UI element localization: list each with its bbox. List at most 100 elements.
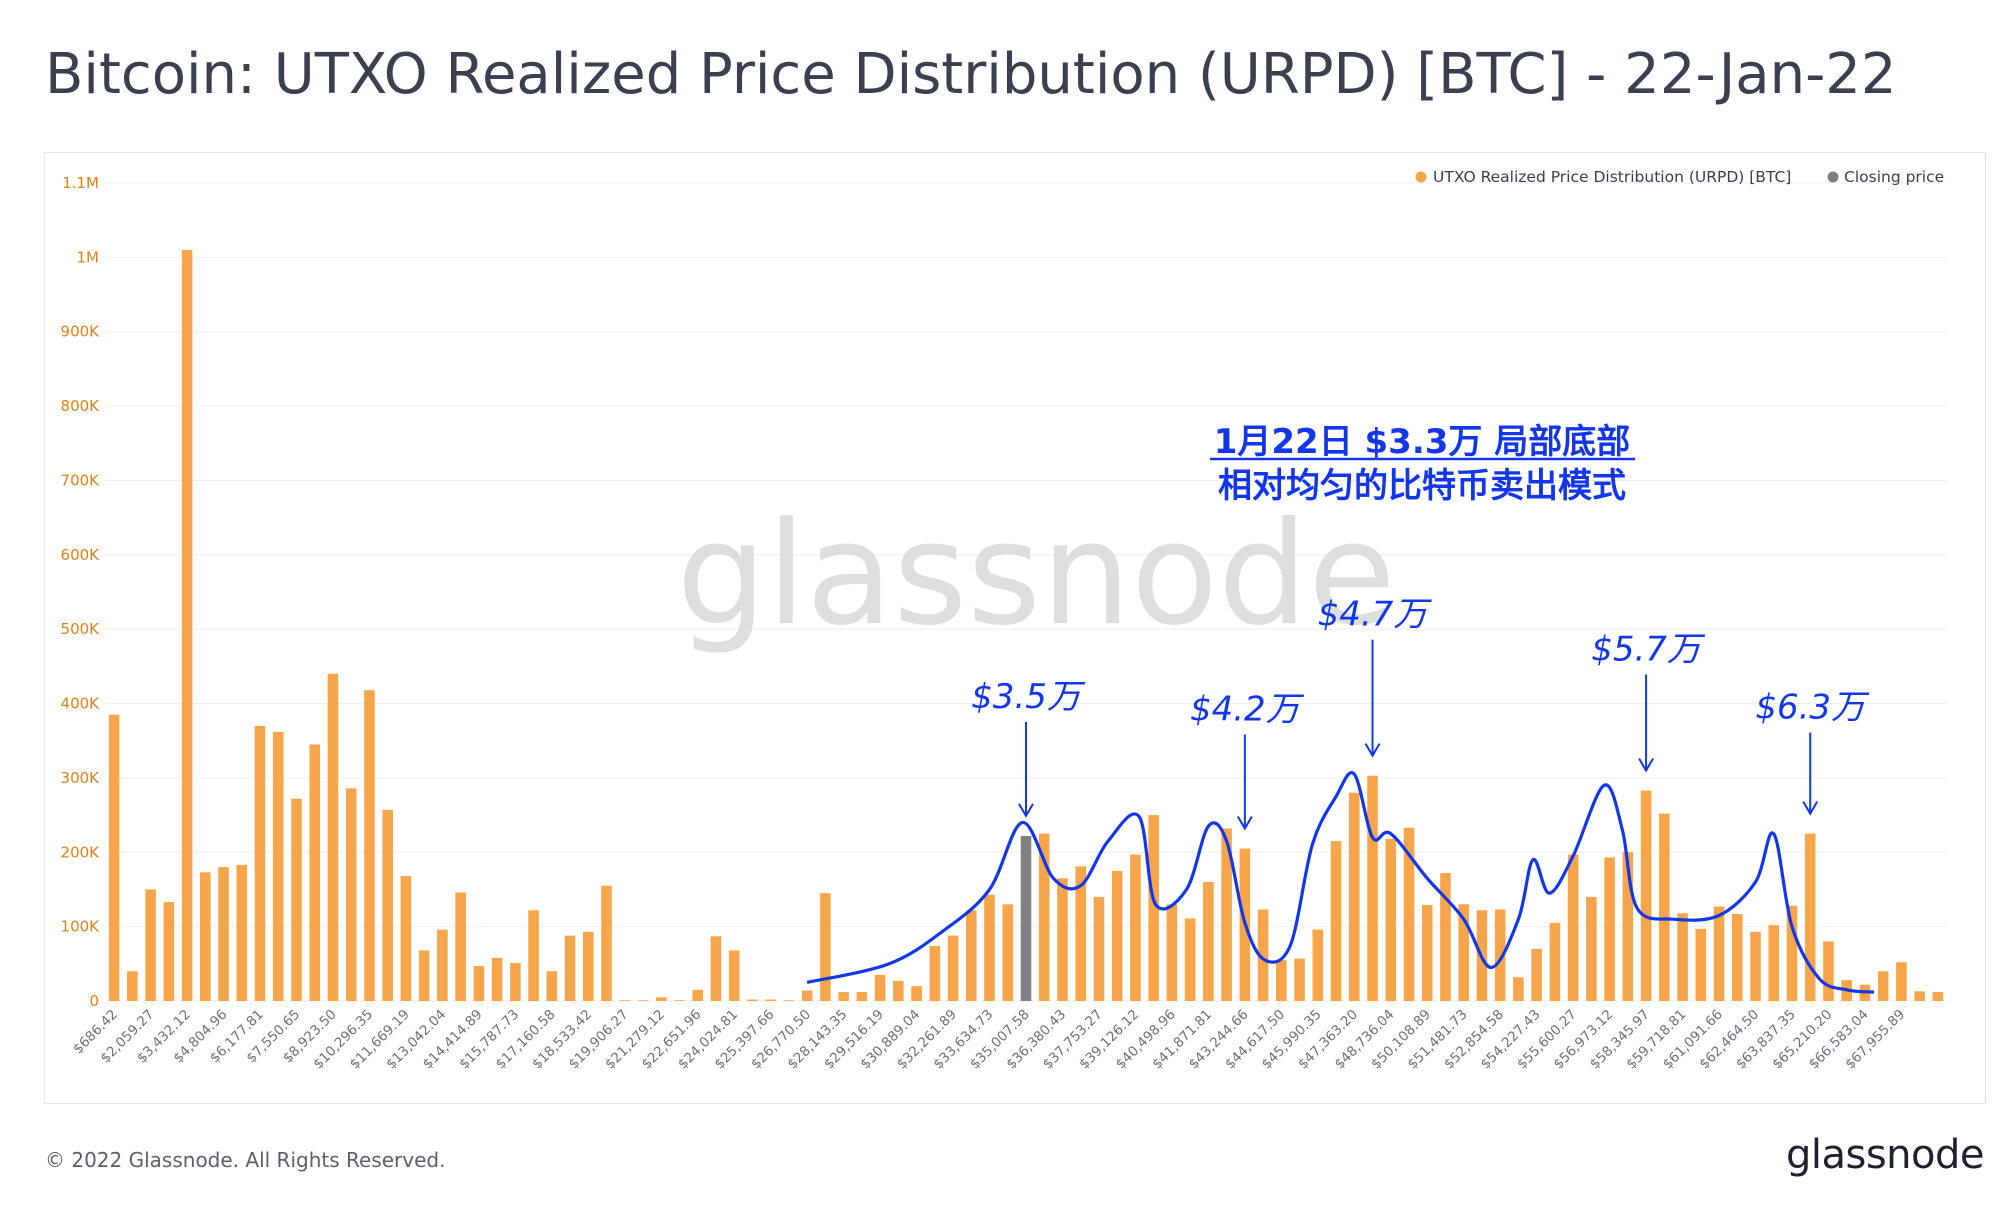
urpd-bar: [1148, 815, 1159, 1001]
urpd-bar: [1184, 918, 1196, 1001]
urpd-bar: [674, 1000, 685, 1001]
urpd-bar: [1731, 913, 1743, 1001]
urpd-bar: [455, 892, 466, 1001]
legend-closing-marker: [1827, 171, 1839, 183]
y-tick-label: 900K: [61, 323, 101, 341]
urpd-bar: [1111, 870, 1123, 1001]
legend-closing-label[interactable]: Closing price: [1844, 168, 1944, 186]
legend: UTXO Realized Price Distribution (URPD) …: [1415, 168, 1944, 186]
legend-urpd-label[interactable]: UTXO Realized Price Distribution (URPD) …: [1433, 168, 1791, 186]
urpd-bar: [1002, 904, 1014, 1001]
copyright-text: © 2022 Glassnode. All Rights Reserved.: [45, 1148, 446, 1172]
y-tick-label: 1M: [77, 248, 100, 266]
urpd-bar: [1093, 896, 1105, 1001]
urpd-bar: [1257, 909, 1269, 1001]
urpd-bar: [893, 980, 904, 1001]
urpd-bar: [491, 957, 503, 1001]
urpd-bar: [345, 788, 357, 1001]
urpd-bar: [1586, 896, 1597, 1001]
smoothed-distribution-curve: [806, 771, 1875, 994]
y-tick-label: 700K: [61, 471, 101, 489]
urpd-bar: [1549, 922, 1561, 1001]
legend-urpd-marker: [1415, 171, 1427, 183]
urpd-bar: [236, 864, 248, 1001]
urpd-bar: [1330, 841, 1342, 1001]
y-tick-label: 0: [89, 992, 99, 1010]
urpd-bar: [1896, 962, 1907, 1001]
peak-label: $4.7万: [1318, 595, 1433, 635]
urpd-bar: [1348, 792, 1360, 1001]
urpd-bar: [1075, 866, 1087, 1001]
urpd-bar: [1695, 928, 1707, 1001]
y-axis: 0 100K 200K 300K 400K 500K 600K 700K 800K 900K 1M 1…: [61, 174, 101, 1010]
urpd-bar: [984, 894, 995, 1001]
urpd-bar: [1403, 827, 1415, 1001]
annotation-overlay: $3.5万 $4.2万 $4.7万 $5.7万 $6.3万 1月22日 $3.3万 局部底…: [806, 422, 1875, 994]
urpd-bar: [1312, 929, 1324, 1001]
urpd-bar: [583, 931, 594, 1001]
urpd-bar: [911, 986, 922, 1001]
urpd-bar: [1385, 838, 1397, 1001]
urpd-bar: [400, 876, 412, 1001]
urpd-bar: [1877, 971, 1889, 1001]
peak-arrow-head: [1018, 803, 1034, 818]
urpd-bar: [127, 971, 138, 1001]
urpd-bar: [601, 885, 612, 1001]
urpd-bar: [1677, 913, 1688, 1001]
urpd-bar: [1604, 857, 1615, 1001]
urpd-bar: [801, 990, 813, 1001]
urpd-bar: [965, 910, 977, 1001]
x-axis: $686.42$2,059.27$3,432.12$4,804.96$6,177…: [70, 1007, 1908, 1073]
y-tick-label: 100K: [61, 918, 101, 936]
urpd-bar: [1914, 991, 1925, 1001]
urpd-bar: [1531, 948, 1542, 1001]
urpd-bar: [1713, 906, 1725, 1001]
urpd-bar: [692, 989, 704, 1001]
urpd-bar: [820, 893, 831, 1001]
urpd-bar: [309, 744, 321, 1001]
urpd-bar: [327, 673, 339, 1001]
y-tick-label: 800K: [61, 397, 101, 415]
y-tick-label: 400K: [61, 695, 101, 713]
urpd-bar: [1786, 905, 1798, 1001]
urpd-bar: [1768, 925, 1780, 1001]
urpd-bar: [929, 945, 941, 1001]
peak-arrow-head: [1364, 743, 1381, 758]
urpd-bar: [710, 936, 722, 1001]
urpd-bar: [838, 992, 849, 1001]
urpd-bar: [1294, 958, 1305, 1001]
urpd-bar: [291, 798, 302, 1001]
urpd-bar: [382, 809, 393, 1001]
urpd-bar: [473, 966, 485, 1001]
urpd-bar: [1440, 873, 1451, 1001]
urpd-bar: [1038, 833, 1050, 1001]
urpd-bar: [1221, 828, 1232, 1001]
urpd-bar: [1932, 992, 1944, 1001]
peak-label: $4.2万: [1190, 690, 1305, 730]
peak-label: $5.7万: [1591, 630, 1706, 670]
urpd-bar: [728, 950, 740, 1001]
urpd-bar: [1750, 931, 1761, 1001]
urpd-bar: [1513, 977, 1524, 1001]
annotation-headline: 1月22日 $3.3万 局部底部: [1214, 422, 1631, 462]
urpd-bar: [1659, 813, 1670, 1001]
urpd-bar: [1567, 854, 1579, 1001]
y-tick-label: 600K: [61, 546, 101, 564]
urpd-bar: [437, 929, 448, 1001]
annotation-subheadline: 相对均匀的比特币卖出模式: [1218, 466, 1626, 506]
y-tick-label: 200K: [61, 843, 101, 861]
urpd-bar: [564, 935, 576, 1001]
peak-label: $3.5万: [971, 677, 1086, 717]
urpd-bar: [874, 974, 886, 1001]
urpd-bar: [637, 1000, 649, 1001]
urpd-bar: [783, 1000, 795, 1001]
urpd-bar: [254, 725, 266, 1001]
urpd-bar: [1823, 941, 1834, 1001]
urpd-bar: [1130, 854, 1141, 1001]
urpd-bar: [1276, 960, 1287, 1001]
watermark-text: glassnode: [677, 492, 1396, 657]
peak-arrow-head: [1802, 801, 1819, 816]
urpd-bar: [1203, 882, 1214, 1001]
urpd-bar: [747, 999, 758, 1001]
peak-arrow-head: [1638, 758, 1654, 773]
